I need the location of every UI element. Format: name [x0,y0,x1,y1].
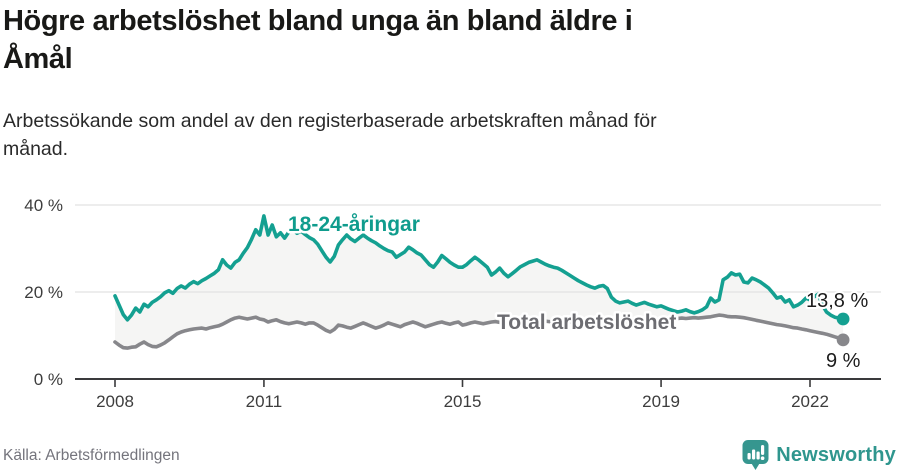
newsworthy-logo: Newsworthy [741,439,896,471]
x-axis-tick-label: 2019 [642,392,680,411]
y-axis-tick-label: 20 % [24,283,63,302]
between-series-area [115,215,844,349]
series-line-youth [113,214,845,322]
series-name-label-total: Total arbetslöshet [497,311,676,334]
x-axis-tick-label: 2022 [791,392,829,411]
series-end-dot-total [836,333,850,347]
x-axis-tick-label: 2008 [96,392,134,411]
source-attribution: Källa: Arbetsförmedlingen [3,447,180,464]
x-axis-tick-label: 2015 [444,392,482,411]
chart-subtitle: Arbetssökande som andel av den registerb… [3,110,657,160]
page-title: Högre arbetslöshet bland unga än bland ä… [3,5,633,75]
series-end-value-label-youth: 13,8 % [806,290,868,312]
series-end-dot-youth [836,312,850,326]
newsworthy-bubble-chart-icon [742,440,769,470]
newsworthy-wordmark: Newsworthy [776,443,896,466]
series-name-label-youth: 18-24-åringar [288,213,420,236]
y-axis-tick-label: 40 % [24,196,63,215]
x-axis-tick-label: 2011 [246,392,283,411]
y-axis-tick-label: 0 % [34,370,63,389]
series-end-value-label-total: 9 % [826,350,861,372]
series-line-total [113,313,845,350]
